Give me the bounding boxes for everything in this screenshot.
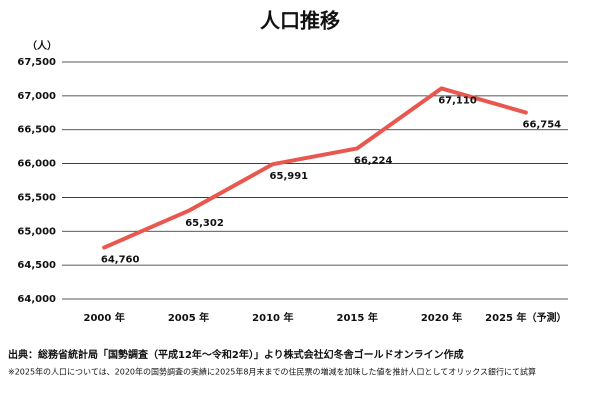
y-axis-label: （人） (27, 39, 57, 52)
y-tick-label: 64,000 (17, 294, 56, 305)
x-tick-label: 2005 年 (168, 311, 209, 324)
value-label: 66,754 (523, 120, 562, 131)
x-tick-label: 2020 年 (421, 311, 462, 324)
line (102, 86, 528, 250)
note: ※2025年の人口については、2020年の国勢調査の実績に2025年8月末までの… (8, 367, 536, 377)
value-label: 64,760 (101, 255, 140, 266)
source: 出典：総務省統計局「国勢調査（平成12年～令和2年）」より株式会社幻冬舎ゴールド… (8, 348, 464, 361)
y-tick-label: 64,500 (17, 260, 56, 271)
y-tick-label: 65,000 (17, 226, 56, 237)
value-label: 66,224 (354, 155, 393, 166)
chart-title: 人口推移 (260, 9, 340, 33)
y-tick-label: 67,000 (17, 91, 56, 102)
y-tick-label: 67,500 (17, 57, 56, 68)
x-tick-label: 2015 年 (337, 311, 378, 324)
y-tick-label: 65,500 (17, 192, 56, 203)
x-tick-label: 2025 年（予測） (485, 311, 566, 324)
y-tick-label: 66,000 (17, 159, 56, 170)
y-tick-label: 66,500 (17, 125, 56, 136)
x-tick-label: 2000 年 (84, 311, 125, 324)
x-tick-label: 2010 年 (252, 311, 293, 324)
value-label: 65,991 (270, 171, 309, 182)
value-label: 67,110 (438, 95, 477, 106)
value-label: 65,302 (185, 218, 224, 229)
